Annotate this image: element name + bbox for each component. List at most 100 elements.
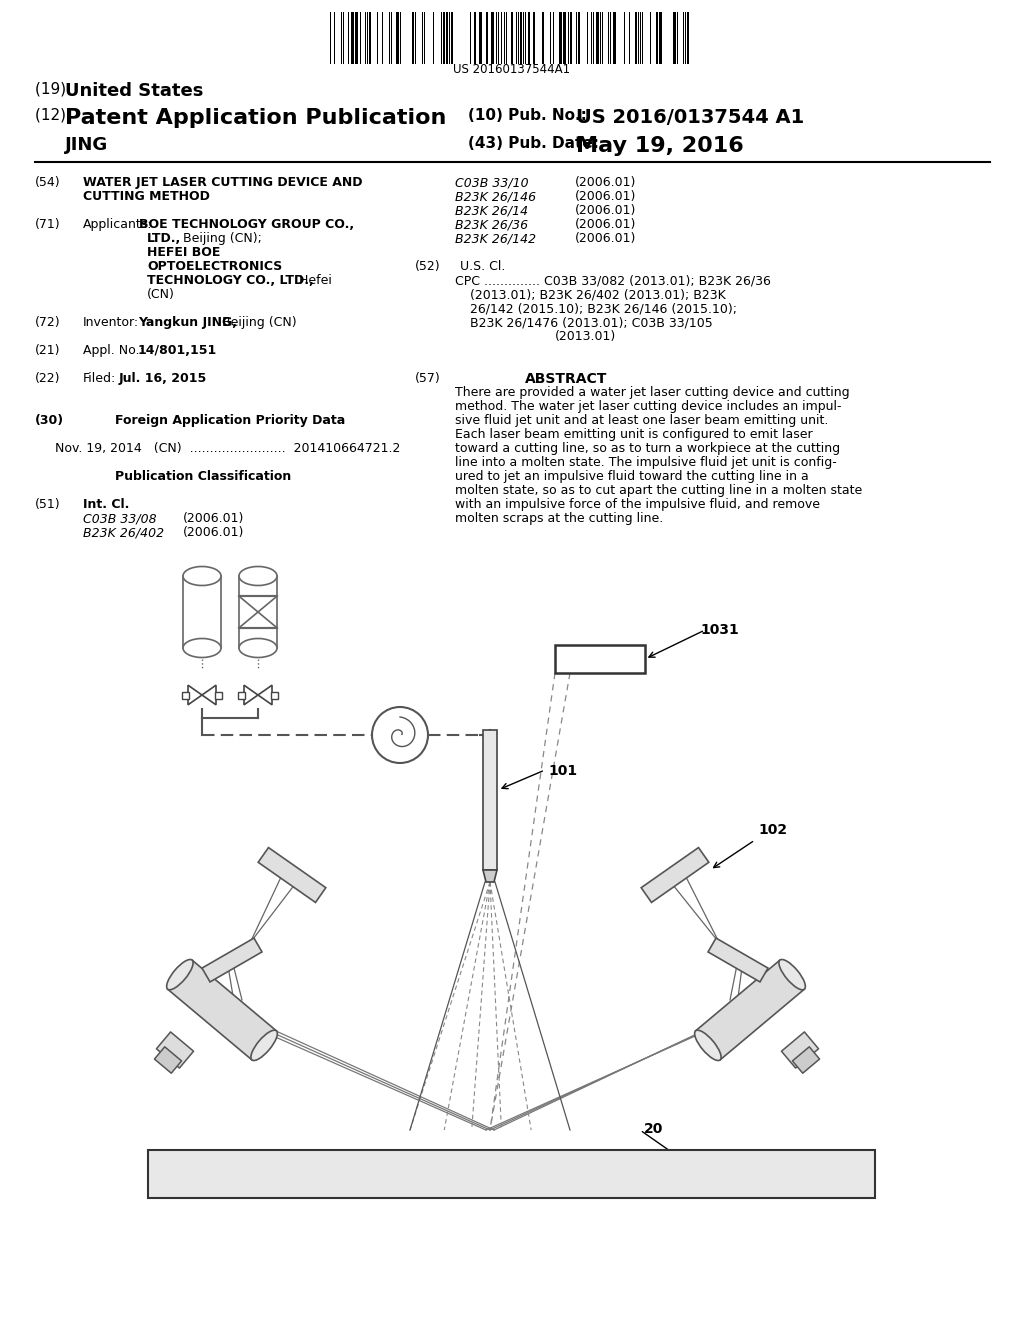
Polygon shape xyxy=(641,847,709,903)
Text: (2006.01): (2006.01) xyxy=(575,232,636,246)
Text: (2006.01): (2006.01) xyxy=(183,512,245,525)
Bar xyxy=(656,12,658,63)
Text: US 20160137544A1: US 20160137544A1 xyxy=(454,63,570,77)
Text: (2006.01): (2006.01) xyxy=(575,205,636,216)
Bar xyxy=(474,12,476,63)
Text: (CN): (CN) xyxy=(147,288,175,301)
Bar xyxy=(555,645,645,673)
Text: Yangkun JING,: Yangkun JING, xyxy=(138,315,237,329)
Bar xyxy=(355,12,358,63)
Ellipse shape xyxy=(251,1030,278,1060)
Text: (2006.01): (2006.01) xyxy=(575,176,636,189)
Text: (57): (57) xyxy=(415,372,440,385)
Bar xyxy=(148,1150,874,1199)
Text: CUTTING METHOD: CUTTING METHOD xyxy=(83,190,210,203)
Text: (54): (54) xyxy=(35,176,60,189)
Ellipse shape xyxy=(694,1030,721,1060)
Ellipse shape xyxy=(167,960,194,990)
Bar xyxy=(483,730,497,870)
Bar xyxy=(271,692,279,698)
Bar xyxy=(596,12,599,63)
Bar xyxy=(578,12,580,63)
Text: sive fluid jet unit and at least one laser beam emitting unit.: sive fluid jet unit and at least one las… xyxy=(455,414,828,426)
Text: B23K 26/14: B23K 26/14 xyxy=(455,205,528,216)
Text: method. The water jet laser cutting device includes an impul-: method. The water jet laser cutting devi… xyxy=(455,400,842,413)
Polygon shape xyxy=(258,847,326,903)
Text: BOE TECHNOLOGY GROUP CO.,: BOE TECHNOLOGY GROUP CO., xyxy=(139,218,354,231)
Bar xyxy=(215,692,222,698)
Text: line into a molten state. The impulsive fluid jet unit is config-: line into a molten state. The impulsive … xyxy=(455,455,837,469)
Text: Beijing (CN): Beijing (CN) xyxy=(218,315,297,329)
Bar xyxy=(559,12,562,63)
Bar xyxy=(239,576,278,648)
Text: (2006.01): (2006.01) xyxy=(183,525,245,539)
Bar xyxy=(673,12,676,63)
Text: 101: 101 xyxy=(548,764,578,777)
Text: B23K 26/36: B23K 26/36 xyxy=(455,218,528,231)
Text: ured to jet an impulsive fluid toward the cutting line in a: ured to jet an impulsive fluid toward th… xyxy=(455,470,809,483)
Text: ABSTRACT: ABSTRACT xyxy=(525,372,607,385)
Text: Publication Classification: Publication Classification xyxy=(115,470,291,483)
Bar xyxy=(446,12,449,63)
Text: Beijing (CN);: Beijing (CN); xyxy=(179,232,262,246)
Text: (2006.01): (2006.01) xyxy=(575,218,636,231)
Text: (52): (52) xyxy=(415,260,440,273)
Bar xyxy=(396,12,399,63)
Ellipse shape xyxy=(239,639,278,657)
Text: There are provided a water jet laser cutting device and cutting: There are provided a water jet laser cut… xyxy=(455,385,850,399)
Bar xyxy=(511,12,513,63)
Bar xyxy=(528,12,530,63)
Text: Filed:: Filed: xyxy=(83,372,117,385)
Circle shape xyxy=(372,708,428,763)
Text: (51): (51) xyxy=(35,498,60,511)
Polygon shape xyxy=(781,1032,818,1068)
Polygon shape xyxy=(695,960,804,1060)
Text: (43) Pub. Date:: (43) Pub. Date: xyxy=(468,136,599,150)
Text: 26/142 (2015.10); B23K 26/146 (2015.10);: 26/142 (2015.10); B23K 26/146 (2015.10); xyxy=(470,302,737,315)
Bar xyxy=(542,12,544,63)
Text: 102: 102 xyxy=(758,822,787,837)
Bar xyxy=(443,12,445,63)
Text: 20: 20 xyxy=(644,1122,664,1137)
Ellipse shape xyxy=(183,566,221,586)
Bar xyxy=(138,508,888,1245)
Text: Appl. No.:: Appl. No.: xyxy=(83,345,143,356)
Polygon shape xyxy=(202,939,262,982)
Text: CPC .............. C03B 33/082 (2013.01); B23K 26/36: CPC .............. C03B 33/082 (2013.01)… xyxy=(455,275,771,286)
Bar xyxy=(490,12,494,63)
Polygon shape xyxy=(258,685,272,705)
Text: (2013.01); B23K 26/402 (2013.01); B23K: (2013.01); B23K 26/402 (2013.01); B23K xyxy=(470,288,726,301)
Text: B23K 26/402: B23K 26/402 xyxy=(83,525,164,539)
Text: molten state, so as to cut apart the cutting line in a molten state: molten state, so as to cut apart the cut… xyxy=(455,484,862,498)
Bar xyxy=(181,692,188,698)
Polygon shape xyxy=(155,1047,181,1073)
Text: B23K 26/1476 (2013.01); C03B 33/105: B23K 26/1476 (2013.01); C03B 33/105 xyxy=(470,315,713,329)
Bar xyxy=(659,12,662,63)
Bar xyxy=(520,12,522,63)
Bar xyxy=(369,12,371,63)
Text: (19): (19) xyxy=(35,82,71,96)
Text: (21): (21) xyxy=(35,345,60,356)
Text: molten scraps at the cutting line.: molten scraps at the cutting line. xyxy=(455,512,664,525)
Text: 1031: 1031 xyxy=(700,623,738,638)
Text: (10) Pub. No.:: (10) Pub. No.: xyxy=(468,108,587,123)
Bar xyxy=(534,12,535,63)
Text: JING: JING xyxy=(65,136,109,154)
Bar xyxy=(635,12,637,63)
Text: C03B 33/10: C03B 33/10 xyxy=(455,176,528,189)
Text: WATER JET LASER CUTTING DEVICE AND: WATER JET LASER CUTTING DEVICE AND xyxy=(83,176,362,189)
Polygon shape xyxy=(168,960,276,1060)
Text: B23K 26/142: B23K 26/142 xyxy=(455,232,537,246)
Bar xyxy=(351,12,354,63)
Ellipse shape xyxy=(779,960,805,990)
Bar xyxy=(238,692,245,698)
Text: Hefei: Hefei xyxy=(295,275,332,286)
Text: with an impulsive force of the impulsive fluid, and remove: with an impulsive force of the impulsive… xyxy=(455,498,820,511)
Text: (30): (30) xyxy=(35,414,65,426)
Text: (2006.01): (2006.01) xyxy=(575,190,636,203)
Polygon shape xyxy=(202,685,216,705)
Text: United States: United States xyxy=(65,82,204,100)
Text: Nov. 19, 2014   (CN)  ........................  201410664721.2: Nov. 19, 2014 (CN) .....................… xyxy=(55,442,400,455)
Text: Each laser beam emitting unit is configured to emit laser: Each laser beam emitting unit is configu… xyxy=(455,428,813,441)
Text: HEFEI BOE: HEFEI BOE xyxy=(147,246,220,259)
